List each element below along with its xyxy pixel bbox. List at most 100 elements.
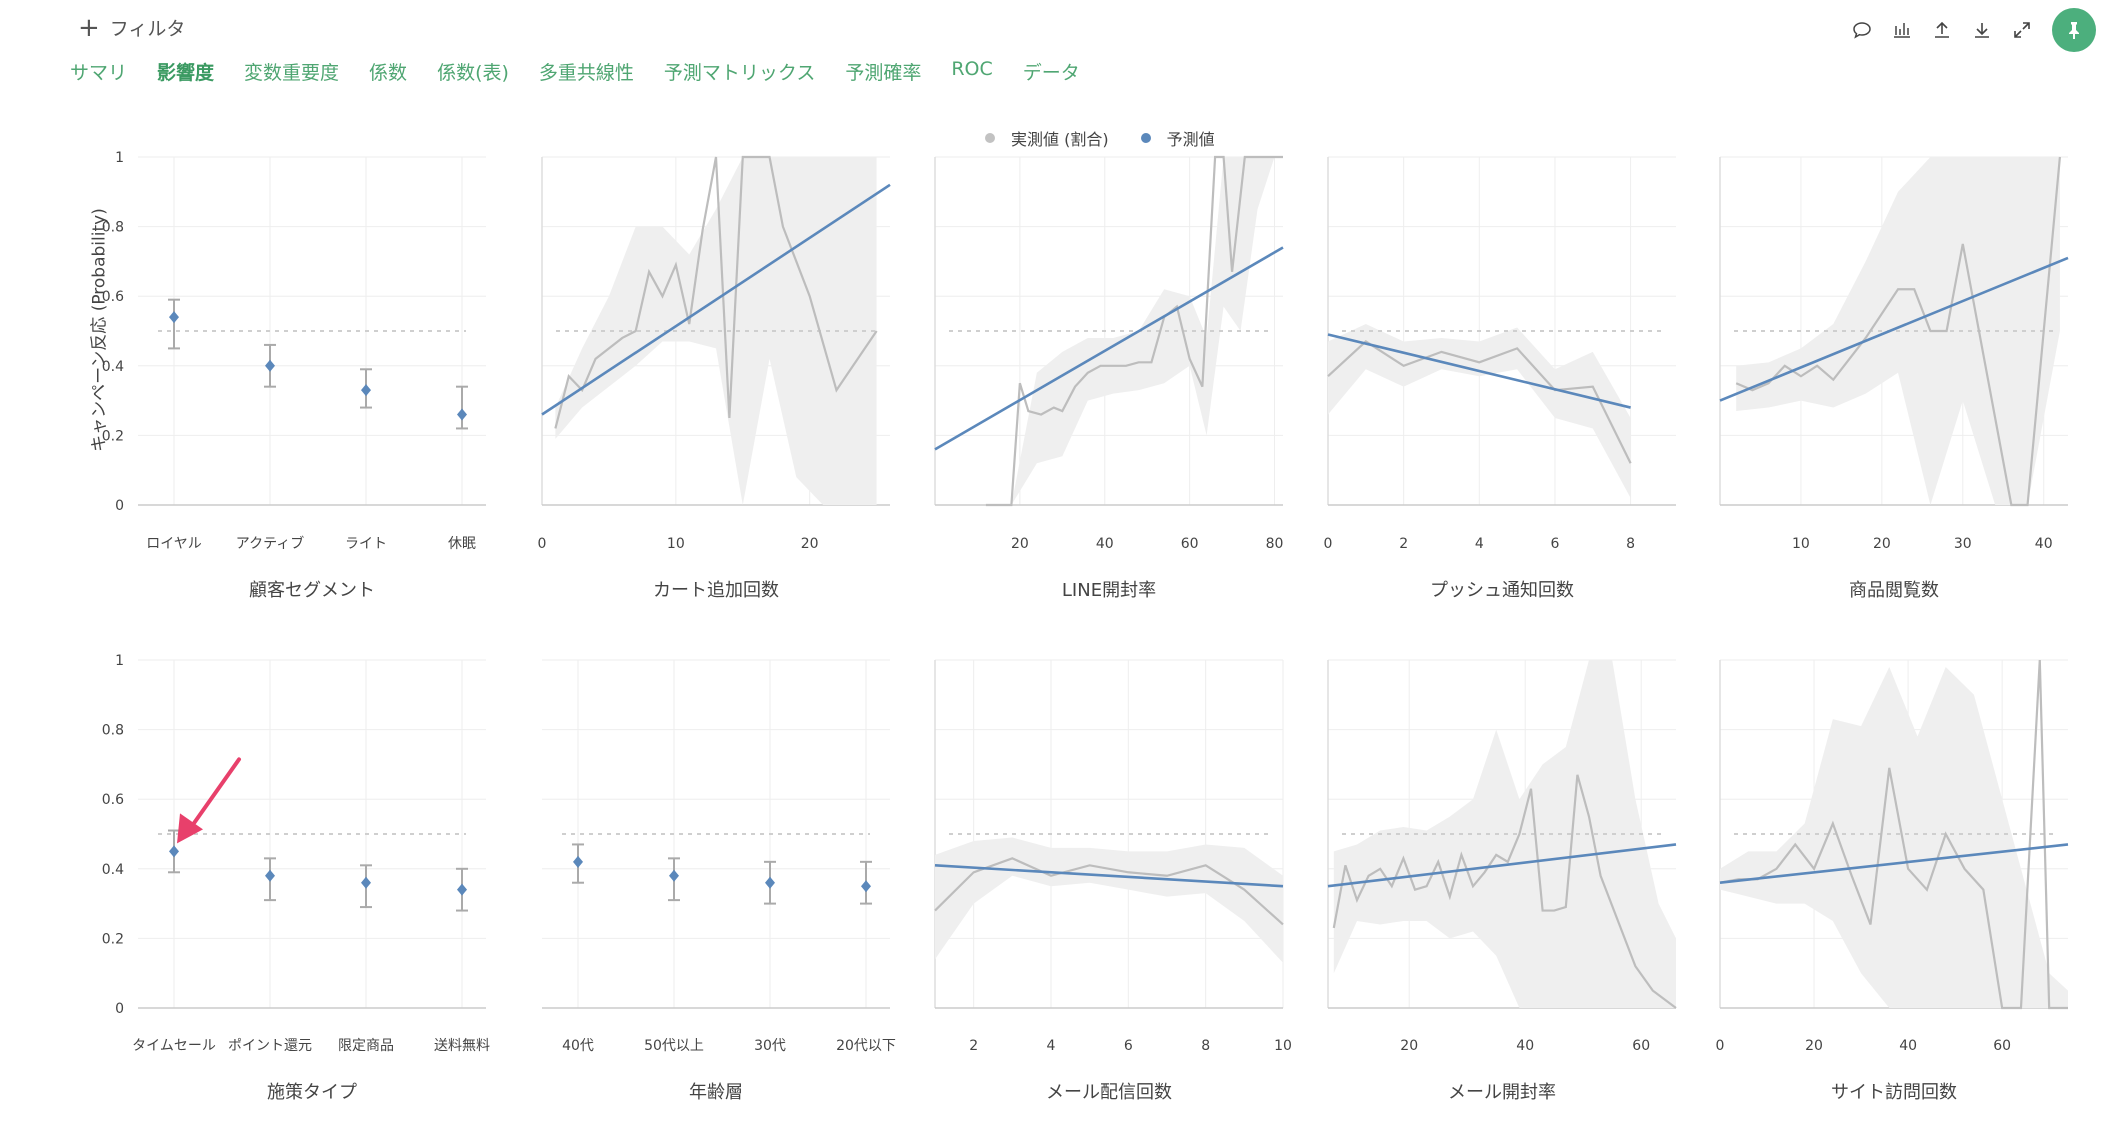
- legend-label-actual: 実測値 (割合): [1011, 130, 1109, 149]
- chart-title: 年齢層: [689, 1082, 743, 1103]
- tab-roc[interactable]: ROC: [951, 58, 993, 80]
- predicted-point: [457, 408, 467, 421]
- predicted-point: [573, 855, 583, 868]
- actual-line: [1332, 774, 1677, 1009]
- predicted-point: [457, 883, 467, 896]
- predicted-point: [169, 311, 179, 324]
- chart-panel: 20 40 60 80 LINE開封率: [934, 155, 1284, 601]
- x-tick-label: 30: [1954, 536, 1972, 552]
- x-tick-label: 20代以下: [836, 1038, 896, 1054]
- tab-coefficients[interactable]: 係数: [369, 62, 408, 84]
- confidence-band: [1720, 666, 2068, 1008]
- actual-line: [554, 155, 878, 429]
- x-tick-label: 20: [1011, 536, 1029, 552]
- x-tick-label: 40: [1096, 536, 1114, 552]
- x-tick-label: 4: [1047, 1038, 1056, 1054]
- expand-icon[interactable]: [2002, 10, 2042, 50]
- y-tick-label: 0.8: [102, 723, 124, 739]
- download-icon[interactable]: [1962, 10, 2002, 50]
- x-tick-label: 20: [1805, 1038, 1823, 1054]
- predicted-point: [361, 876, 371, 889]
- toolbar: + フィルタ サマリ 影響度 変数重要度 係数 係数(表) 多重共線性 予測マト…: [0, 0, 2108, 120]
- x-tick-label: 8: [1201, 1038, 1210, 1054]
- confidence-band: [935, 837, 1283, 963]
- tab-data[interactable]: データ: [1022, 62, 1080, 84]
- y-tick-label: 0.4: [102, 862, 124, 878]
- chart-panel: 0 2 4 6 8 プッシュ通知回数: [1324, 156, 1676, 601]
- chart-title: 顧客セグメント: [249, 580, 375, 601]
- predicted-point: [765, 876, 775, 889]
- x-tick-label: 40: [1516, 1038, 1534, 1054]
- x-tick-label: ロイヤル: [146, 536, 202, 552]
- x-tick-label: ライト: [345, 536, 387, 552]
- x-tick-label: 休眠: [448, 536, 476, 552]
- legend-label-predicted: 予測値: [1166, 130, 1215, 149]
- annotation-arrow-head: [177, 813, 203, 844]
- x-tick-label: アクティブ: [236, 535, 304, 552]
- tab-summary[interactable]: サマリ: [70, 62, 128, 84]
- chart-panel: 2 4 6 8 10 メール配信回数: [934, 659, 1292, 1103]
- predicted-point: [361, 384, 371, 397]
- x-tick-label: 2: [1399, 536, 1408, 552]
- tab-bar: サマリ 影響度 変数重要度 係数 係数(表) 多重共線性 予測マトリックス 予測…: [70, 58, 1110, 85]
- upload-icon[interactable]: [1922, 10, 1962, 50]
- predicted-line: [1719, 843, 2069, 885]
- x-tick-label: 0: [1716, 1038, 1725, 1054]
- y-tick-label: 1: [115, 653, 124, 669]
- predicted-point: [669, 869, 679, 882]
- chart-title: メール開封率: [1448, 1082, 1556, 1103]
- pin-icon[interactable]: [2052, 8, 2096, 52]
- tab-influence[interactable]: 影響度: [157, 62, 215, 84]
- chart-panel: 10 20 30 40 商品閲覧数: [1719, 156, 2069, 601]
- predicted-point: [265, 869, 275, 882]
- legend-item-predicted[interactable]: 予測値: [1140, 126, 1215, 150]
- tab-coefficients-table[interactable]: 係数(表): [437, 62, 509, 84]
- plus-icon: +: [78, 12, 100, 43]
- bar-chart-icon[interactable]: [1882, 10, 1922, 50]
- x-tick-label: 20: [801, 536, 819, 552]
- x-tick-label: 限定商品: [338, 1038, 394, 1054]
- actual-line: [1735, 156, 2062, 507]
- legend-item-actual[interactable]: 実測値 (割合): [985, 126, 1109, 150]
- tab-variable-importance[interactable]: 変数重要度: [244, 62, 340, 84]
- x-tick-label: 10: [667, 536, 685, 552]
- x-tick-label: 40代: [562, 1038, 594, 1054]
- x-tick-label: 40: [2035, 536, 2053, 552]
- predicted-point: [861, 880, 871, 893]
- filter-label: フィルタ: [109, 18, 186, 40]
- actual-line: [934, 857, 1284, 926]
- comment-icon[interactable]: [1842, 10, 1882, 50]
- chart-title: サイト訪問回数: [1831, 1082, 1957, 1103]
- confidence-band: [985, 157, 1283, 505]
- x-tick-label: 50代以上: [644, 1038, 704, 1054]
- toolbar-actions: [1842, 8, 2108, 52]
- x-tick-label: 2: [969, 1038, 978, 1054]
- chart-panel: 20 40 60 メール開封率: [1327, 659, 1677, 1103]
- legend-marker-predicted: [1140, 133, 1151, 143]
- x-tick-label: 60: [1181, 536, 1199, 552]
- chart-title: プッシュ通知回数: [1430, 580, 1574, 601]
- y-tick-label: 0: [115, 1001, 124, 1017]
- tab-prediction-matrix[interactable]: 予測マトリックス: [663, 62, 816, 84]
- y-tick-label: 0.6: [102, 289, 124, 305]
- actual-line: [1327, 340, 1632, 464]
- predicted-line: [1327, 843, 1677, 888]
- x-tick-label: 6: [1550, 536, 1559, 552]
- x-tick-label: 60: [1632, 1038, 1650, 1054]
- predicted-point: [265, 359, 275, 372]
- y-tick-label: 0.8: [102, 220, 124, 236]
- predicted-line: [934, 246, 1284, 451]
- y-tick-label: 1: [115, 150, 124, 166]
- x-tick-label: 0: [538, 536, 547, 552]
- confidence-band: [555, 157, 877, 505]
- add-filter-button[interactable]: + フィルタ: [78, 14, 185, 41]
- x-tick-label: 20: [1400, 1038, 1418, 1054]
- y-tick-label: 0.4: [102, 359, 124, 375]
- x-tick-label: ポイント還元: [228, 1038, 312, 1054]
- actual-line: [985, 155, 1283, 507]
- tab-multicollinearity[interactable]: 多重共線性: [538, 62, 634, 84]
- tab-prediction-probability[interactable]: 予測確率: [845, 62, 922, 84]
- x-tick-label: 40: [1899, 1038, 1917, 1054]
